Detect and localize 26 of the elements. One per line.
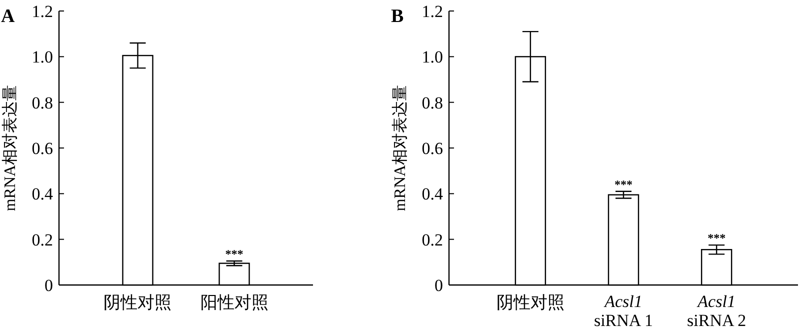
y-tick-label: 1.2 (32, 2, 53, 21)
y-tick-label: 0.2 (32, 230, 53, 250)
y-tick-label: 0.8 (422, 93, 443, 112)
x-tick-label: Acsl1 siRNA 2 (687, 292, 746, 328)
y-tick-label: 1.0 (422, 48, 443, 67)
y-axis-title: mRNA相对表达量 (1, 84, 19, 212)
x-tick-label: 阴性对照 (496, 293, 564, 312)
x-tick-label: 阴性对照 (104, 293, 172, 312)
y-tick-label: 0.6 (32, 139, 53, 158)
chart-title: A (1, 6, 15, 27)
annotation: *** (225, 247, 244, 262)
x-tick-label: 阳性对照 (200, 293, 268, 312)
y-tick-label: 0.6 (422, 139, 443, 158)
y-tick-label: 0.4 (32, 184, 54, 204)
y-axis-title: mRNA相对表达量 (391, 84, 409, 212)
y-tick-label: 1.2 (422, 2, 443, 21)
y-tick-label: 1.0 (32, 48, 53, 67)
y-tick-label: 0 (44, 276, 53, 295)
y-tick-label: 0.4 (422, 184, 444, 204)
y-tick-label: 0.8 (32, 93, 53, 112)
x-tick-label: Acsl1 siRNA 1 (594, 292, 654, 328)
y-tick-label: 0 (434, 276, 443, 295)
chart-title: B (391, 6, 404, 27)
annotation: *** (614, 177, 632, 192)
annotation: *** (708, 231, 726, 246)
y-tick-label: 0.2 (422, 230, 443, 250)
